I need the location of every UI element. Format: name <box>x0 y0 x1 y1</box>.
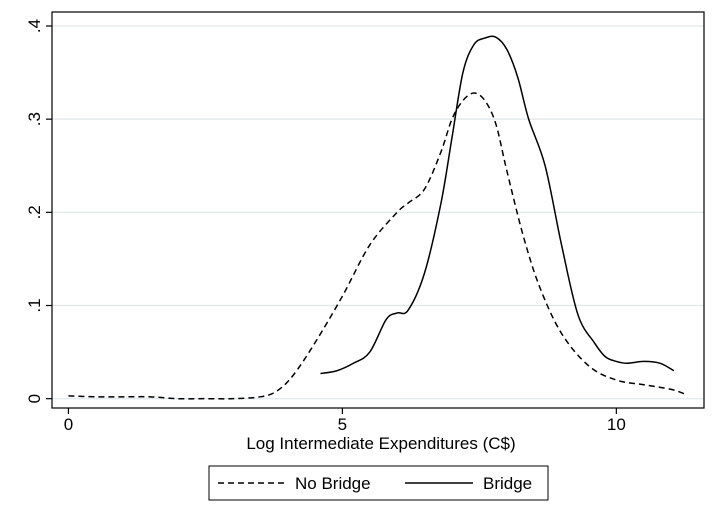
y-axis: 0 .1 .2 .3 .4 <box>25 19 52 403</box>
y-tick-label: .4 <box>25 19 44 33</box>
series-line-no-bridge <box>68 92 686 400</box>
y-tick-label: .3 <box>25 112 44 126</box>
x-axis: 0 5 10 <box>64 408 626 434</box>
legend: No Bridge Bridge <box>208 465 549 501</box>
x-tick-label: 10 <box>607 415 626 434</box>
x-tick-label: 0 <box>64 415 73 434</box>
series-line-bridge <box>320 35 675 375</box>
legend-box <box>208 465 549 501</box>
legend-label-no-bridge: No Bridge <box>295 474 371 493</box>
y-tick-label: 0 <box>25 394 44 403</box>
grid-layer <box>52 25 704 400</box>
legend-label-bridge: Bridge <box>483 474 532 493</box>
series-layer <box>68 35 686 400</box>
y-tick-label: .1 <box>25 298 44 312</box>
x-tick-label: 5 <box>338 415 347 434</box>
x-axis-title: Log Intermediate Expenditures (C$) <box>246 434 515 453</box>
y-tick-label: .2 <box>25 205 44 219</box>
plot-frame <box>51 11 705 409</box>
